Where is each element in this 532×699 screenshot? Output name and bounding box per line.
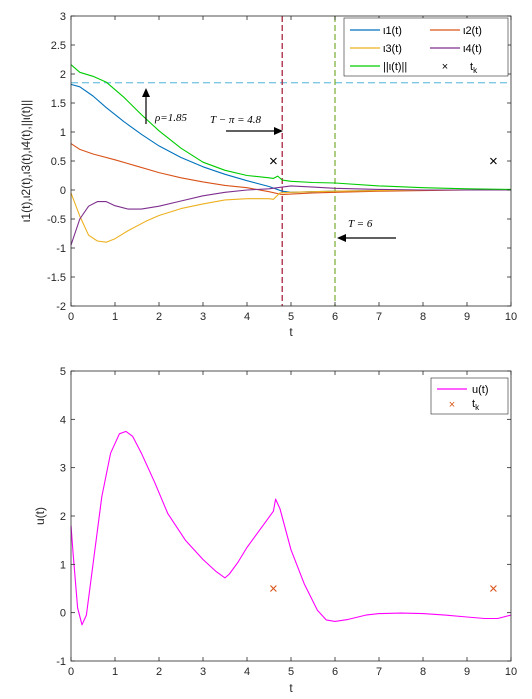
- bottom-legend: u(t) × tk: [430, 377, 509, 415]
- x-tick-label: 8: [420, 311, 426, 323]
- t-equals-6-annotation: T = 6: [337, 218, 396, 242]
- bottom-series-lines: [70, 430, 512, 626]
- x-tick-label: 9: [464, 311, 470, 323]
- legend-label-norm: ||ι(t)||: [383, 61, 407, 73]
- x-tick-label: 3: [200, 666, 206, 678]
- y-tick-label: 0.5: [51, 156, 66, 168]
- top-reference-lines: [71, 16, 511, 306]
- x-tick-label: 10: [505, 666, 517, 678]
- top-y-axis-label: ι1(t),ι2(t),ι3(t),ι4(t),||ι(t)||: [19, 100, 33, 222]
- series-line: [70, 430, 512, 626]
- y-tick-label: 3: [60, 11, 66, 23]
- legend-label-tk-bottom: tk: [472, 398, 480, 412]
- y-tick-label: 1.5: [51, 98, 66, 110]
- series-line: [70, 185, 511, 246]
- x-tick-label: 2: [156, 311, 162, 323]
- t-minus-pi-annotation: T − π = 4.8: [210, 114, 283, 135]
- legend-label-tk-main: t: [470, 61, 473, 73]
- y-tick-label: 2.5: [51, 40, 66, 52]
- y-tick-label: 2: [60, 511, 66, 523]
- top-tk-markers: [270, 157, 497, 165]
- legend-label-tk: tk: [470, 61, 478, 75]
- y-tick-label: -1: [56, 243, 66, 255]
- legend-label-iota1: ι1(t): [383, 25, 402, 37]
- y-tick-label: -2: [56, 301, 66, 313]
- rho-annotation: ρ=1.85: [142, 88, 187, 124]
- x-tick-label: 1: [112, 311, 118, 323]
- legend-marker-tk-bottom: ×: [449, 399, 455, 411]
- bottom-legend-box: [430, 377, 509, 415]
- rho-arrow-head: [142, 88, 150, 97]
- tk-marker: [270, 157, 277, 165]
- y-tick-label: 4: [60, 414, 66, 426]
- y-tick-label: -0.5: [47, 214, 66, 226]
- top-series-lines: [70, 64, 512, 246]
- legend-label-u: u(t): [472, 384, 489, 396]
- bottom-x-axis-label: t: [289, 681, 293, 695]
- x-tick-label: 5: [288, 666, 294, 678]
- t-minus-pi-label: T − π = 4.8: [210, 114, 262, 126]
- y-tick-label: 1: [60, 127, 66, 139]
- legend-label-tk-bottom-main: t: [472, 398, 475, 410]
- t-minus-pi-arrow-head: [274, 127, 283, 135]
- top-y-ticks: -2 -1.5 -1 -0.5 0 0.5 1 1.5 2 2.5 3: [47, 11, 511, 313]
- legend-label-iota3: ι3(t): [383, 43, 402, 55]
- rho-label: ρ=1.85: [154, 112, 187, 124]
- y-tick-label: -1: [56, 656, 66, 668]
- tk-marker: [490, 157, 497, 165]
- y-tick-label: -1.5: [47, 272, 66, 284]
- x-tick-label: 0: [68, 311, 74, 323]
- top-legend: ι1(t) ι2(t) ι3(t) ι4(t) ||ι(t)|| × tk: [343, 17, 509, 77]
- legend-label-tk-sub: k: [473, 66, 478, 75]
- t-equals-6-label: T = 6: [348, 218, 373, 230]
- legend-label-iota4: ι4(t): [463, 43, 482, 55]
- series-line: [70, 143, 511, 196]
- bottom-plot-area: [71, 371, 511, 661]
- x-tick-label: 10: [505, 311, 517, 323]
- x-tick-label: 2: [156, 666, 162, 678]
- x-tick-label: 4: [244, 311, 250, 323]
- x-tick-label: 4: [244, 666, 250, 678]
- y-tick-label: 3: [60, 463, 66, 475]
- y-tick-label: 0: [60, 185, 66, 197]
- legend-label-iota2: ι2(t): [463, 25, 482, 37]
- bottom-x-ticks: 0 1 2 3 4 5 6 7 8 9 10: [68, 371, 517, 678]
- y-tick-label: 0: [60, 608, 66, 620]
- x-tick-label: 6: [332, 311, 338, 323]
- series-line: [70, 189, 511, 243]
- x-tick-label: 8: [420, 666, 426, 678]
- legend-label-tk-bottom-sub: k: [475, 403, 480, 412]
- bottom-y-axis-label: u(t): [33, 507, 47, 525]
- t-equals-6-arrow-head: [337, 234, 346, 242]
- x-tick-label: 1: [112, 666, 118, 678]
- top-x-axis-label: t: [289, 325, 293, 339]
- x-tick-label: 9: [464, 666, 470, 678]
- y-tick-label: 5: [60, 366, 66, 378]
- x-tick-label: 6: [332, 666, 338, 678]
- x-tick-label: 5: [288, 311, 294, 323]
- x-tick-label: 7: [376, 666, 382, 678]
- series-line: [70, 64, 512, 190]
- top-legend-box: [343, 17, 509, 77]
- x-tick-label: 0: [68, 666, 74, 678]
- x-tick-label: 7: [376, 311, 382, 323]
- x-tick-label: 3: [200, 311, 206, 323]
- legend-marker-tk: ×: [442, 61, 448, 73]
- bottom-y-ticks: -1 0 1 2 3 4 5: [56, 366, 511, 668]
- y-tick-label: 2: [60, 69, 66, 81]
- bottom-tk-markers: [270, 585, 497, 592]
- y-tick-label: 1: [60, 559, 66, 571]
- tk-marker: [270, 585, 277, 592]
- top-plot: 0 1 2 3 4 5 6 7 8 9 10 -2 -1.5 -1 -0.5 0 0.5 1 1.5 2 2.5 3 t…: [19, 11, 517, 339]
- tk-marker: [490, 585, 497, 592]
